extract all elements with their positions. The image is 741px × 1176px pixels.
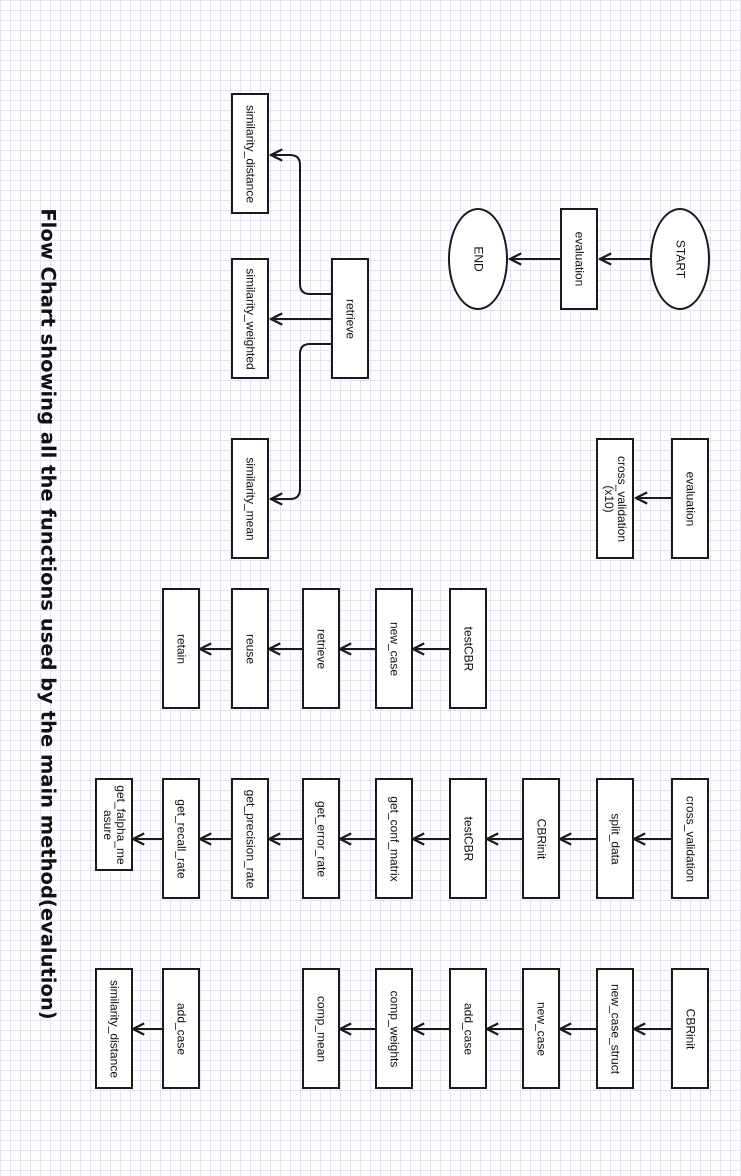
cv-cbrinit-node: CBRinit	[522, 778, 560, 899]
cv-get-conf-matrix-node: get_conf_matrix	[375, 778, 413, 899]
end-label: END	[471, 246, 486, 272]
add-case-root-node: add_case	[162, 968, 200, 1089]
testcbr-retain-label: retain	[174, 633, 189, 664]
end-node: END	[448, 208, 508, 310]
testcbr-reuse-label: reuse	[243, 633, 258, 664]
cbrinit-new-case-label: new_case	[534, 1001, 549, 1056]
cv-testcbr-label: testCBR	[461, 816, 476, 861]
cv-root-node: cross_validation	[671, 778, 709, 899]
cv-split-data-node: split_data	[596, 778, 634, 899]
connector-arrow	[271, 343, 331, 499]
testcbr-retrieve-label: retrieve	[314, 628, 329, 669]
add-case-similarity-distance-label: similarity_distance	[107, 979, 122, 1078]
similarity-distance-label: similarity_distance	[243, 104, 258, 203]
cbrinit-add-case-node: add_case	[449, 968, 487, 1089]
start-label: START	[673, 239, 688, 279]
cv-get-falpha-measure-node: get_falpha_measure	[95, 778, 133, 871]
add-case-root-label: add_case	[174, 1002, 189, 1055]
main-evaluation-node: evaluation	[560, 208, 598, 310]
cv-get-recall-rate-label: get_recall_rate	[174, 798, 189, 879]
cbrinit-new-case-struct-label: new_case_struct	[608, 983, 623, 1074]
retrieve-root-label: retrieve	[343, 298, 358, 339]
cv-split-data-label: split_data	[608, 812, 623, 865]
cv-root-label: cross_validation	[683, 795, 698, 882]
cbrinit-add-case-label: add_case	[461, 1002, 476, 1055]
testcbr-root-node: testCBR	[449, 588, 487, 709]
cross-validation-x10-node: cross_validation (x10)	[596, 438, 634, 559]
similarity-mean-node: similarity_mean	[231, 438, 269, 559]
similarity-weighted-label: similarity_weighted	[243, 267, 258, 370]
cv-get-precision-rate-label: get_precision_rate	[243, 789, 258, 888]
similarity-weighted-node: similarity_weighted	[231, 258, 269, 379]
cbrinit-comp-mean-label: comp_mean	[314, 995, 329, 1062]
cv-get-conf-matrix-label: get_conf_matrix	[387, 795, 402, 882]
cbrinit-comp-weights-label: comp_weights	[387, 990, 402, 1067]
similarity-distance-node: similarity_distance	[231, 93, 269, 214]
cv-get-precision-rate-node: get_precision_rate	[231, 778, 269, 899]
retrieve-root-node: retrieve	[331, 258, 369, 379]
cv-get-error-rate-node: get_error_rate	[302, 778, 340, 899]
cv-get-error-rate-label: get_error_rate	[314, 800, 329, 877]
diagram-title: Flow Chart showing all the functions use…	[36, 208, 60, 1020]
testcbr-reuse-node: reuse	[231, 588, 269, 709]
cbrinit-new-case-node: new_case	[522, 968, 560, 1089]
evaluation-root-node: evaluation	[671, 438, 709, 559]
cv-cbrinit-label: CBRinit	[534, 818, 549, 859]
cv-testcbr-node: testCBR	[449, 778, 487, 899]
add-case-similarity-distance-node: similarity_distance	[95, 968, 133, 1089]
main-evaluation-label: evaluation	[572, 231, 587, 287]
testcbr-root-label: testCBR	[461, 626, 476, 671]
testcbr-new-case-node: new_case	[375, 588, 413, 709]
testcbr-retrieve-node: retrieve	[302, 588, 340, 709]
connector-arrow	[271, 155, 331, 295]
testcbr-new-case-label: new_case	[387, 621, 402, 676]
testcbr-retain-node: retain	[162, 588, 200, 709]
cbrinit-comp-weights-node: comp_weights	[375, 968, 413, 1089]
cross-validation-x10-label: cross_validation (x10)	[602, 455, 629, 542]
cbrinit-new-case-struct-node: new_case_struct	[596, 968, 634, 1089]
start-node: START	[650, 208, 710, 310]
cv-get-recall-rate-node: get_recall_rate	[162, 778, 200, 899]
cbrinit-comp-mean-node: comp_mean	[302, 968, 340, 1089]
similarity-mean-label: similarity_mean	[243, 456, 258, 541]
cv-get-falpha-measure-label: get_falpha_measure	[101, 784, 128, 865]
cbrinit-root-node: CBRinit	[671, 968, 709, 1089]
evaluation-root-label: evaluation	[683, 471, 698, 526]
cbrinit-root-label: CBRinit	[683, 1008, 698, 1049]
